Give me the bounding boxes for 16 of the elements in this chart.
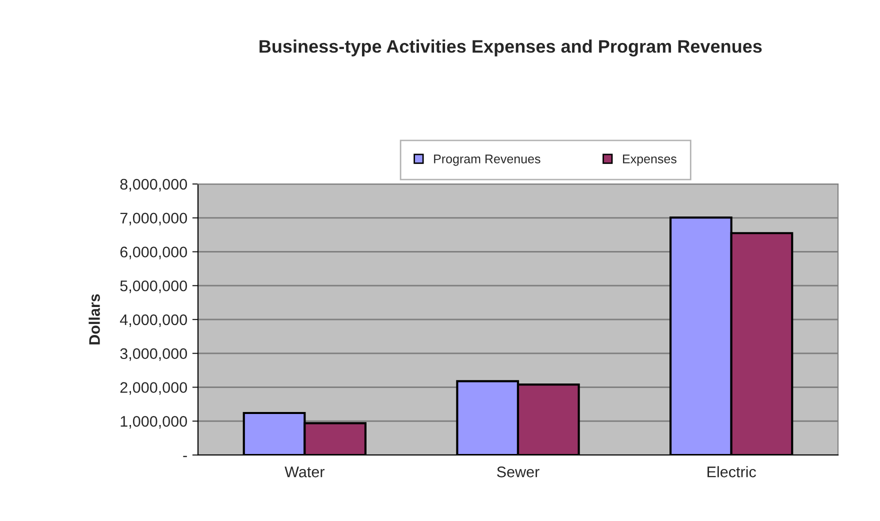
x-tick-label: Sewer	[497, 466, 540, 478]
y-tick-label: 5,000,000	[120, 280, 187, 294]
y-tick-label: 8,000,000	[120, 178, 187, 192]
y-tick-label: -	[183, 456, 187, 458]
y-tick-label: 7,000,000	[120, 212, 187, 226]
y-tick-label: 1,000,000	[120, 416, 187, 429]
chart-title: Business-type Activities Expenses and Program Revenues	[260, 40, 762, 56]
y-tick-label: 6,000,000	[120, 246, 187, 260]
y-tick-label: 3,000,000	[120, 348, 187, 361]
legend-label: Expenses	[623, 154, 676, 166]
x-tick-label: Water	[284, 466, 324, 478]
legend-label: Program Revenues	[434, 154, 540, 166]
y-tick-label: 2,000,000	[120, 382, 187, 395]
y-tick-label: 4,000,000	[120, 314, 187, 327]
x-tick-label: Electric	[708, 466, 756, 478]
y-axis-title: Dollars	[88, 294, 100, 344]
